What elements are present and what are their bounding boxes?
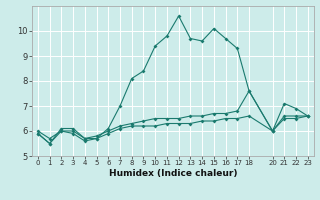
X-axis label: Humidex (Indice chaleur): Humidex (Indice chaleur) [108, 169, 237, 178]
